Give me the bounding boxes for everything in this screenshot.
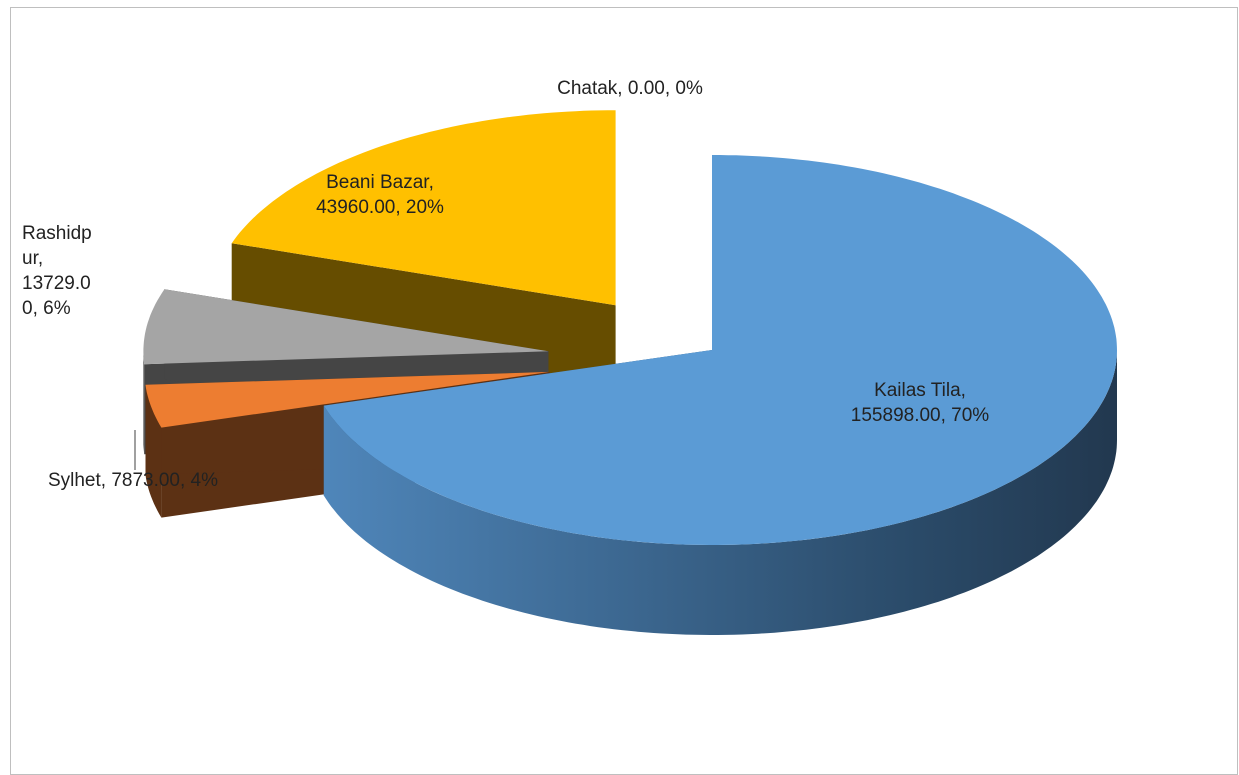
data-label: Sylhet, 7873.00, 4% [47, 470, 219, 491]
slice [231, 110, 616, 306]
data-label: Kailas Tila, 155898.00, 70% [850, 380, 990, 426]
data-label: Beani Bazar, 43960.00, 20% [316, 172, 444, 218]
data-label: Chatak, 0.00, 0% [557, 78, 703, 99]
data-label: Rashidpur, 13729.00, 6% [22, 223, 92, 319]
slice-wall [143, 351, 145, 455]
slice [323, 155, 1117, 545]
slice [143, 289, 549, 365]
slice-wall [145, 384, 162, 518]
slice [145, 371, 550, 428]
slice-wall [323, 350, 1117, 635]
